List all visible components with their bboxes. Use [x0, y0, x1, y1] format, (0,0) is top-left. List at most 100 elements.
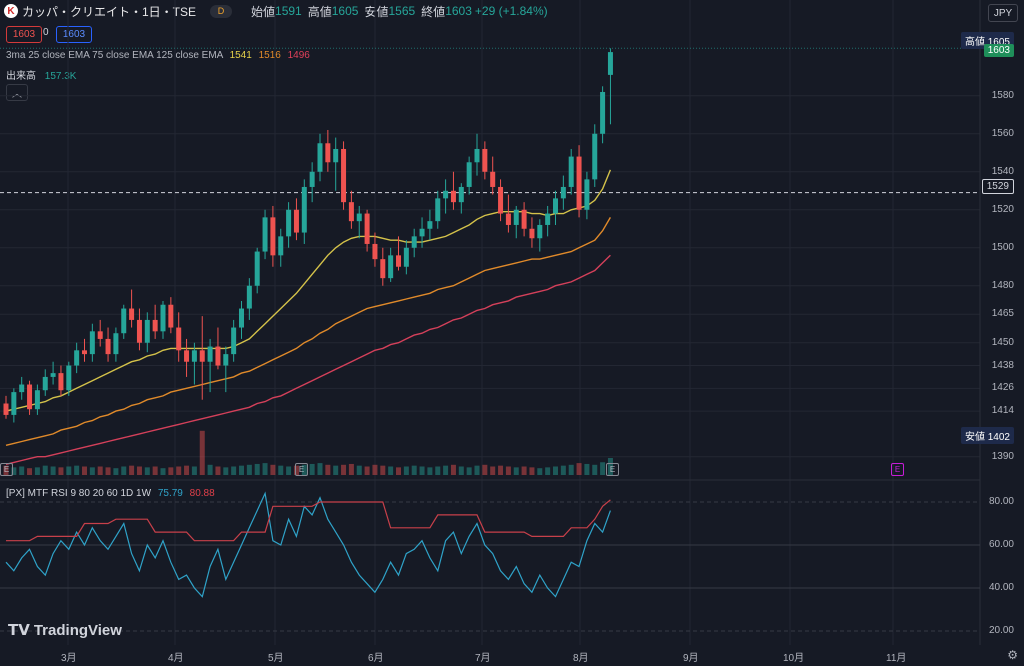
low-value: 1565 — [388, 4, 416, 18]
candle-body — [301, 186, 307, 233]
candle-body — [11, 392, 17, 415]
ema-legend-name: 3ma 25 close EMA 75 close EMA 125 close … — [6, 50, 223, 61]
symbol-title[interactable]: カッパ・クリエイト・1日・TSE — [22, 4, 197, 19]
earnings-icon[interactable]: E — [0, 463, 13, 476]
candle-body — [3, 403, 9, 415]
earnings-upcoming-icon[interactable]: E — [891, 463, 904, 476]
gear-icon[interactable]: ⚙ — [1007, 648, 1018, 662]
high-value: 1605 — [331, 4, 359, 18]
volume-bar — [105, 467, 111, 475]
price-tick-label: 1580 — [991, 89, 1014, 101]
candle-body — [364, 213, 370, 244]
volume-bar — [443, 465, 449, 475]
volume-bar — [388, 466, 394, 475]
tradingview-logo[interactable]: 𝗧𝗩 TradingView — [8, 621, 122, 640]
volume-bar — [144, 467, 150, 475]
rsi-legend[interactable]: [PX] MTF RSI 9 80 20 60 1D 1W 75.79 80.8… — [6, 488, 215, 499]
volume-bar — [372, 464, 378, 475]
volume-bar — [427, 467, 433, 475]
volume-bar — [419, 466, 425, 475]
volume-bar — [27, 468, 33, 475]
volume-bar — [553, 466, 558, 475]
volume-value: 157.3K — [44, 71, 77, 82]
price-tick-label: 1450 — [991, 336, 1014, 348]
volume-bar — [356, 465, 362, 475]
volume-bar — [458, 466, 464, 475]
time-tick-label: 11月 — [886, 653, 907, 664]
high-tag-label: 高値 — [964, 37, 985, 48]
candle-body — [176, 327, 182, 351]
symbol-logo[interactable]: K — [4, 4, 18, 18]
volume-bar — [545, 467, 551, 475]
close-label: 終値 — [421, 4, 446, 19]
candle-body — [466, 162, 472, 187]
rsi-tick-label: 60.00 — [988, 539, 1014, 550]
volume-bar — [403, 466, 409, 475]
rsi-slow-value: 80.88 — [189, 488, 215, 499]
symbol-header: K カッパ・クリエイト・1日・TSE D 始値 1591 高値 1605 安値 156… — [4, 2, 551, 20]
price-tick-label: 1414 — [991, 405, 1014, 417]
buy-button[interactable]: 1603 — [56, 26, 92, 43]
price-tick-label: 1560 — [991, 127, 1014, 139]
volume-bar — [435, 466, 441, 475]
candle-body — [293, 209, 299, 233]
candle-body — [136, 319, 142, 343]
spread-value: 0 — [43, 27, 49, 38]
ema75-line — [5, 217, 612, 446]
candle-body — [89, 331, 95, 355]
volume-bar — [317, 463, 323, 475]
candle-body — [560, 186, 566, 199]
volume-bar — [58, 467, 64, 475]
candle-body — [239, 308, 244, 328]
candle-body — [576, 156, 582, 210]
candle-body — [333, 148, 339, 163]
time-tick-label: 5月 — [268, 653, 284, 664]
volume-bar — [89, 467, 95, 475]
sell-button[interactable]: 1603 — [6, 26, 42, 43]
interval-badge[interactable]: D — [210, 4, 233, 18]
price-tick-label: 1438 — [991, 359, 1014, 371]
volume-bar — [3, 465, 9, 475]
earnings-icon[interactable]: E — [295, 463, 308, 476]
price-tick-label: 1520 — [991, 203, 1014, 215]
volume-bar — [176, 466, 182, 475]
volume-bar — [325, 464, 331, 475]
currency-button[interactable]: JPY — [988, 4, 1018, 22]
earnings-icon[interactable]: E — [606, 463, 619, 476]
candle-body — [396, 255, 401, 267]
candle-body — [505, 213, 511, 225]
candle-body — [545, 213, 551, 225]
volume-bar — [11, 467, 17, 475]
volume-label: 出来高 — [6, 71, 36, 82]
volume-bar — [411, 465, 417, 475]
volume-bar — [82, 466, 87, 475]
volume-bar — [576, 463, 582, 475]
volume-bar — [482, 464, 488, 475]
volume-bar — [521, 466, 527, 475]
rsi_slow-line — [6, 499, 611, 542]
volume-bar — [207, 464, 213, 475]
price-tick-label: 1540 — [991, 165, 1014, 177]
chevron-up-icon[interactable]: ︿ — [6, 84, 28, 101]
time-tick-label: 6月 — [368, 653, 384, 664]
volume-bar — [396, 467, 401, 475]
candle-body — [584, 179, 590, 210]
candle-body — [113, 333, 119, 355]
candle-body — [105, 338, 111, 355]
candle-body — [82, 350, 87, 355]
volume-bar — [191, 466, 197, 475]
volume-legend[interactable]: 出来高 157.3K — [6, 67, 76, 82]
candle-body — [356, 213, 362, 222]
candle-body — [529, 228, 535, 239]
open-label: 始値 — [251, 4, 276, 19]
volume-bar — [246, 464, 252, 475]
volume-bar — [333, 465, 339, 475]
volume-bar — [19, 466, 25, 475]
candle-body — [427, 221, 433, 229]
volume-bar — [215, 466, 221, 475]
price-tick-label: 1500 — [991, 241, 1014, 253]
rsi-fast-value: 75.79 — [157, 488, 183, 499]
low-tag-value: 1402 — [987, 432, 1010, 443]
ema-legend[interactable]: 3ma 25 close EMA 75 close EMA 125 close … — [6, 50, 310, 61]
